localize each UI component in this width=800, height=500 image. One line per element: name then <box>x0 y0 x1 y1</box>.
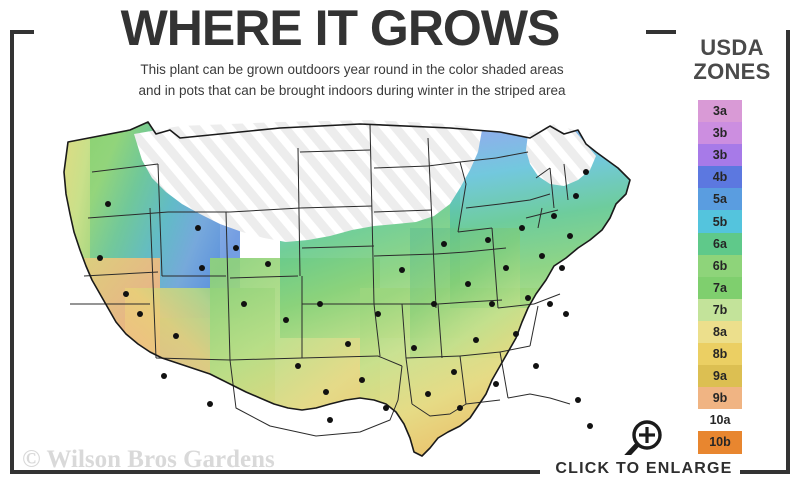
legend-title: USDA ZONES <box>676 36 788 83</box>
legend-swatch-7b: 7b <box>698 298 742 321</box>
excluded-regions <box>580 406 608 450</box>
legend-swatch-3b: 3b <box>698 122 742 145</box>
legend-swatch-7a: 7a <box>698 276 742 299</box>
legend-swatch-8a: 8a <box>698 320 742 344</box>
legend-swatch-9a: 9a <box>698 365 742 388</box>
legend-swatch-8b: 8b <box>698 343 742 366</box>
subtitle-line-2: and in pots that can be brought indoors … <box>138 82 566 98</box>
legend-swatch-4b: 4b <box>698 166 742 189</box>
frame-border-right <box>786 30 790 474</box>
subtitle: This plant can be grown outdoors year ro… <box>52 60 652 102</box>
legend-swatch-6b: 6b <box>698 254 742 277</box>
legend-swatch-list: 3a 3b 3b 4b 5a 5b 6a 6b 7a 7b 8a 8b 9a 9b 10a 10b <box>698 100 742 454</box>
state-boundaries <box>70 123 571 437</box>
subtitle-line-1: This plant can be grown outdoors year ro… <box>140 62 564 77</box>
watermark: © Wilson Bros Gardens <box>22 446 275 473</box>
legend-swatch-10a: 10a <box>709 413 731 428</box>
legend-swatch-5b: 5b <box>698 210 742 233</box>
legend-swatch-3a: 3a <box>698 100 742 123</box>
frame-border-bottom-right <box>740 470 790 474</box>
usda-zones-legend: USDA ZONES 3a 3b 3b 4b 5a 5b 6a 6b 7a 7b 8a 8b 9a 9b 1… <box>676 36 788 456</box>
frame-border-top-right <box>644 30 676 34</box>
legend-swatch-6a: 6a <box>698 232 742 255</box>
frame-border-top-left <box>10 30 34 34</box>
city-markers <box>97 169 593 429</box>
legend-swatch-10b: 10b <box>698 431 742 454</box>
click-to-enlarge-label[interactable]: CLICK TO ENLARGE <box>548 455 740 483</box>
page-title: WHERE IT GROWS <box>34 0 646 56</box>
legend-swatch-5a: 5a <box>698 188 742 211</box>
usda-zone-map[interactable] <box>30 108 670 468</box>
legend-swatch-9b: 9b <box>698 387 742 410</box>
country-outline <box>63 121 631 457</box>
frame-border-left <box>10 30 14 474</box>
legend-title-line-2: ZONES <box>693 58 771 84</box>
frame-border-bottom-left <box>10 470 540 474</box>
legend-swatch-3b: 3b <box>698 144 742 167</box>
legend-title-line-1: USDA <box>700 35 764 60</box>
